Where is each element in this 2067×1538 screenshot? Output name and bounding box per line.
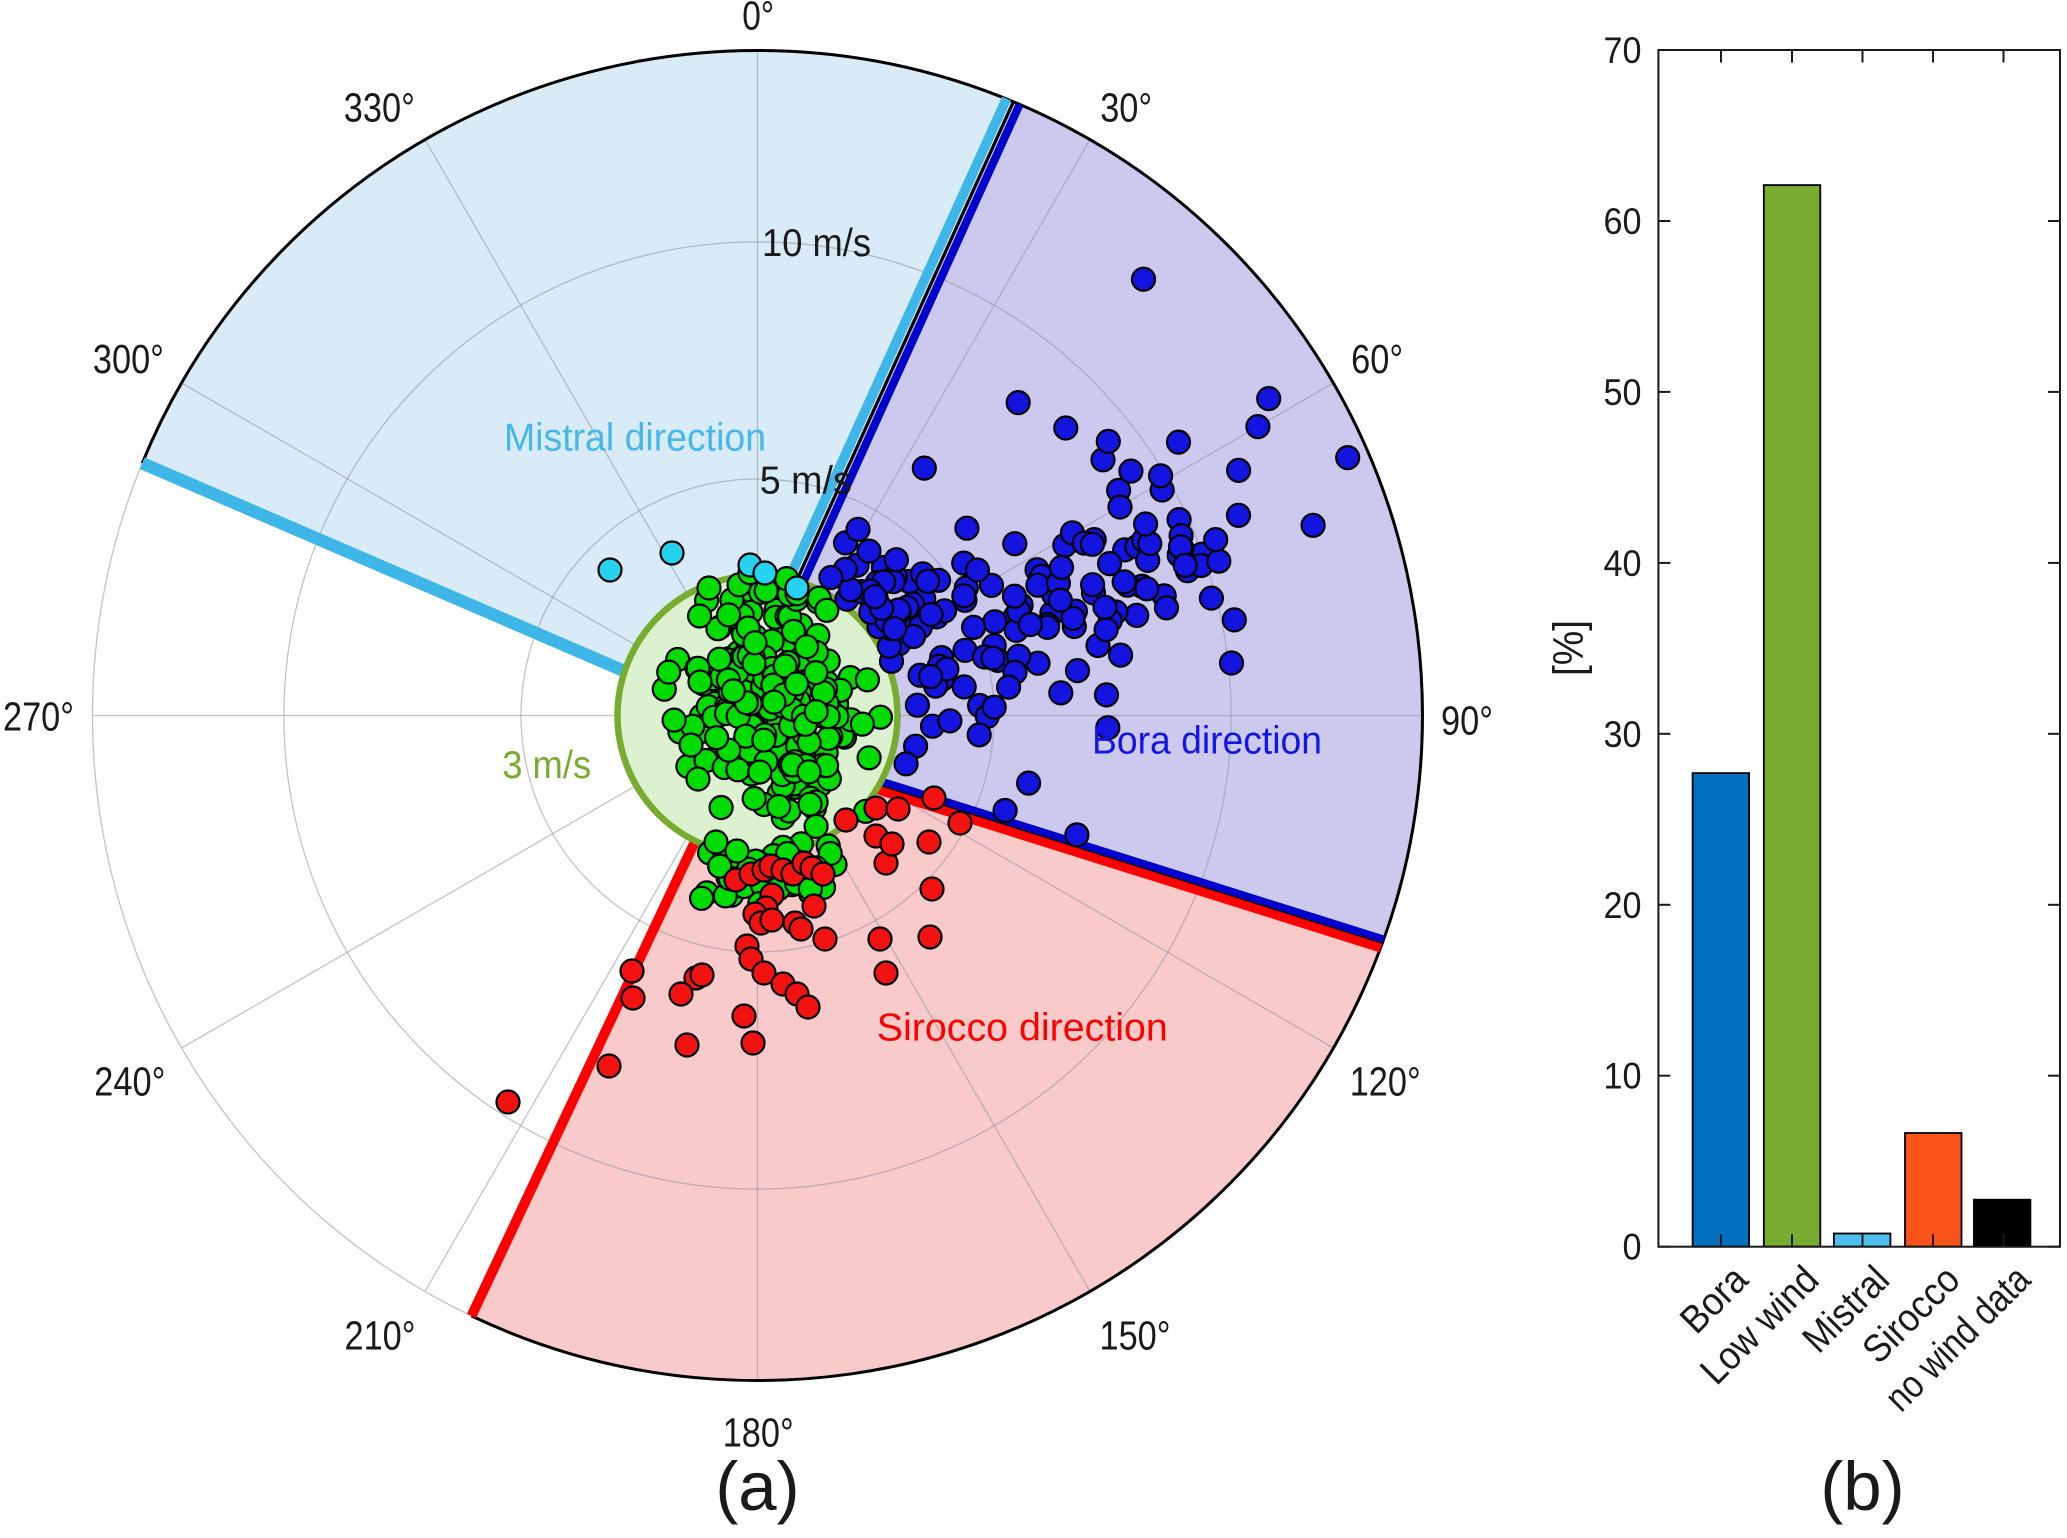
svg-text:3 m/s: 3 m/s (502, 744, 591, 787)
svg-text:90°: 90° (1441, 698, 1493, 744)
svg-text:0°: 0° (742, 0, 774, 39)
svg-text:Bora direction: Bora direction (1092, 720, 1322, 763)
svg-text:0: 0 (1623, 1227, 1642, 1268)
svg-text:300°: 300° (93, 336, 164, 382)
svg-text:120°: 120° (1350, 1059, 1421, 1105)
svg-text:330°: 330° (344, 85, 415, 131)
svg-text:60°: 60° (1351, 336, 1403, 382)
svg-text:210°: 210° (345, 1313, 416, 1359)
svg-text:5 m/s: 5 m/s (760, 459, 852, 502)
svg-text:30: 30 (1604, 714, 1642, 755)
svg-text:30°: 30° (1100, 85, 1152, 131)
svg-text:60: 60 (1604, 201, 1642, 242)
svg-text:150°: 150° (1100, 1313, 1171, 1359)
svg-text:(b): (b) (1820, 1448, 1904, 1525)
svg-text:70: 70 (1604, 30, 1642, 71)
svg-text:240°: 240° (94, 1059, 165, 1105)
svg-text:10: 10 (1604, 1056, 1642, 1097)
svg-text:(a): (a) (715, 1448, 799, 1525)
svg-text:180°: 180° (723, 1410, 794, 1456)
svg-text:50: 50 (1604, 372, 1642, 413)
svg-text:Mistral direction: Mistral direction (504, 417, 766, 460)
svg-text:270°: 270° (3, 694, 74, 740)
svg-text:20: 20 (1604, 885, 1642, 926)
svg-text:[%]: [%] (1545, 620, 1593, 676)
svg-text:10 m/s: 10 m/s (762, 222, 871, 265)
svg-text:Sirocco direction: Sirocco direction (877, 1007, 1168, 1050)
svg-text:40: 40 (1604, 543, 1642, 584)
